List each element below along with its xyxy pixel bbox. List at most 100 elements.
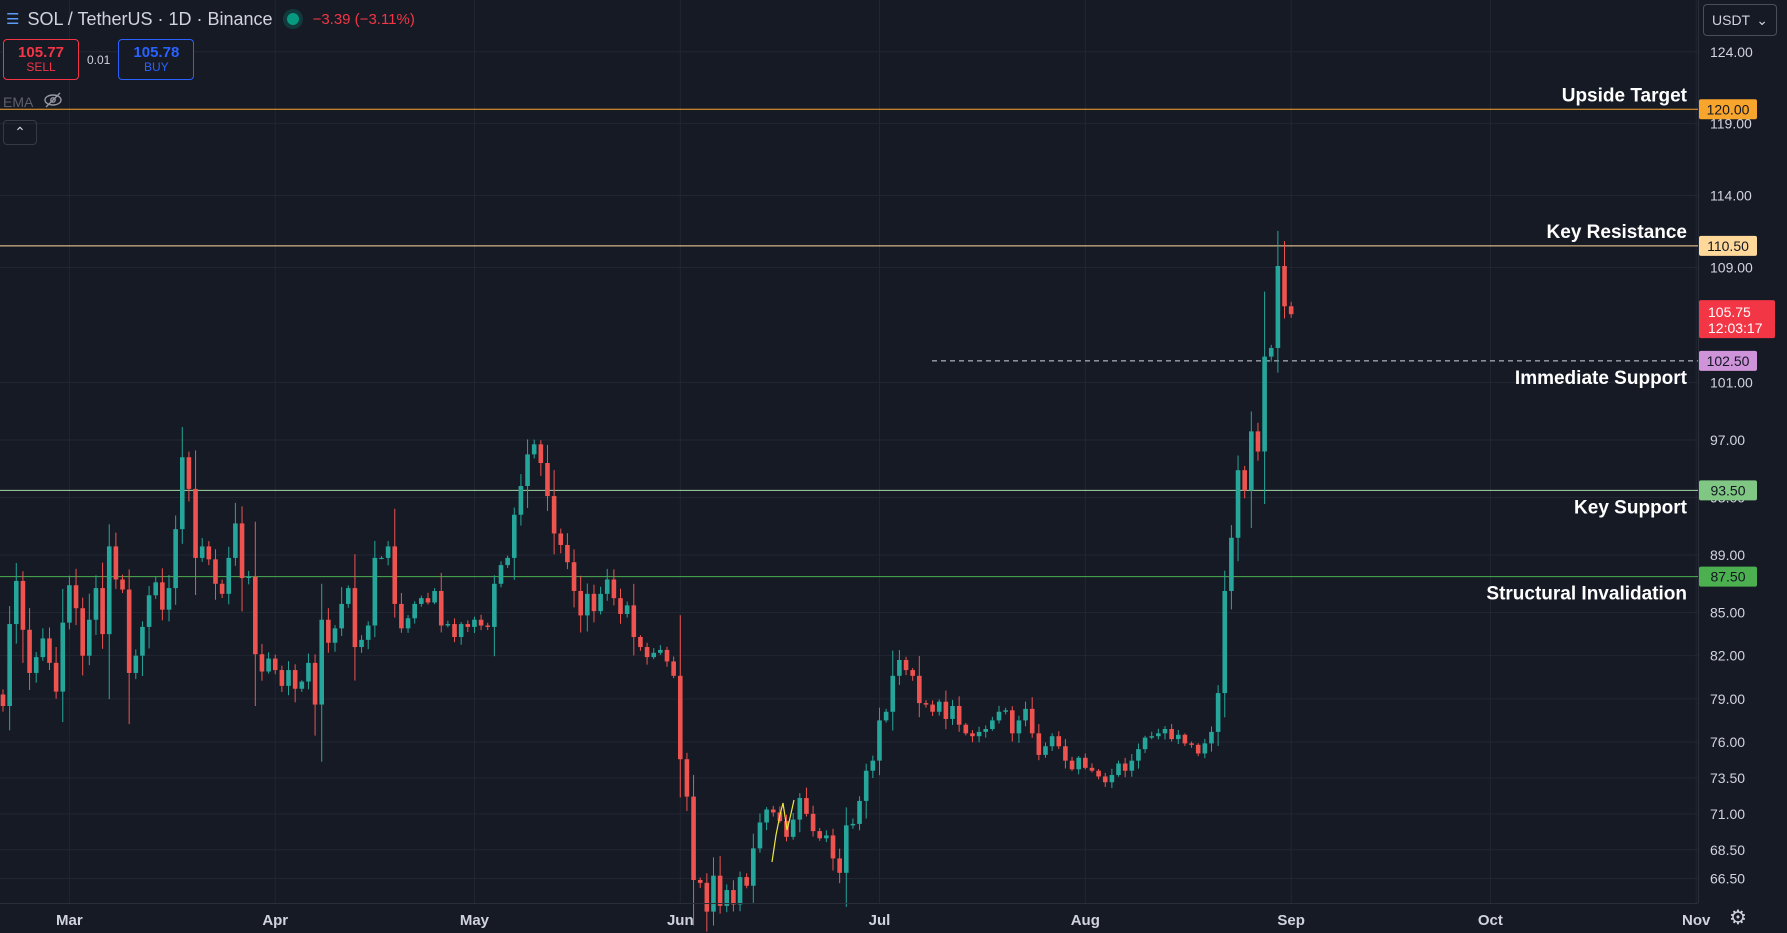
y-tick-label: 97.00 (1710, 432, 1745, 448)
candle-body (638, 636, 643, 648)
candle-body (253, 576, 258, 655)
candle-body (233, 523, 238, 558)
candle-body (492, 583, 497, 627)
level-price-tag (1699, 480, 1757, 501)
candle-body (372, 557, 378, 626)
market-status-icon (286, 13, 299, 25)
level-price-label: 102.50 (1707, 353, 1750, 369)
level-price-label: 87.50 (1710, 569, 1745, 585)
level-price-label: 120.00 (1707, 101, 1750, 117)
eye-off-icon[interactable] (43, 92, 63, 111)
candle-body (100, 588, 105, 635)
y-tick-label: 89.00 (1710, 547, 1745, 563)
candle-body (478, 619, 484, 626)
candle-body (505, 557, 510, 566)
candle-body (731, 890, 736, 905)
candle-body (923, 703, 929, 705)
candle-body (571, 562, 577, 591)
candle-body (1162, 729, 1168, 734)
candle-body (1096, 770, 1101, 777)
candle-body (452, 624, 457, 637)
candle-body (883, 711, 889, 721)
spread-value: 0.01 (87, 52, 111, 67)
candle-body (120, 579, 125, 590)
candle-body (990, 720, 995, 730)
y-tick-label: 124.00 (1710, 44, 1753, 60)
candle-body (1043, 746, 1048, 755)
candle-body (757, 822, 763, 849)
candle-body (392, 546, 398, 604)
sell-button[interactable]: 105.77 SELL (3, 39, 79, 80)
candle-body (153, 582, 159, 596)
candle-body (956, 706, 962, 725)
candle-body (624, 605, 630, 614)
x-tick-label: Jul (869, 912, 891, 929)
candle-body (711, 875, 716, 912)
candle-body (20, 580, 26, 630)
candle-body (1016, 720, 1022, 734)
candle-body (1275, 266, 1281, 348)
candle-body (717, 875, 723, 906)
currency-select[interactable]: USDT ⌄ (1703, 4, 1777, 36)
candle-body (578, 590, 583, 616)
candle-body (412, 603, 417, 619)
price-tags: 120.00 110.50 102.50 93.50 87.50 105.7512:03:… (1699, 99, 1775, 587)
candle-body (751, 848, 756, 886)
candle-body (312, 662, 318, 705)
candle-body (73, 585, 79, 609)
candle-body (843, 825, 849, 873)
candle-body (80, 608, 85, 656)
candle-body (458, 624, 464, 637)
candle-body (651, 652, 657, 658)
candle-body (704, 882, 710, 912)
candle-body (485, 625, 491, 627)
buy-price: 105.78 (133, 43, 180, 61)
candle-body (465, 624, 471, 627)
indicator-label[interactable]: EMA (3, 93, 34, 110)
candle-body (830, 835, 836, 859)
candle-body (810, 813, 816, 832)
candle-body (850, 823, 856, 826)
candle-body (870, 760, 876, 771)
buy-button[interactable]: 105.78 BUY (118, 39, 195, 80)
candle-body (1235, 470, 1241, 538)
candle-body (199, 546, 205, 558)
collapse-legend-button[interactable]: ⌃ (3, 120, 37, 145)
x-tick-label: Aug (1071, 912, 1100, 929)
candle-body (87, 619, 92, 656)
candle-body (1116, 763, 1121, 776)
candle-body (27, 629, 32, 673)
candle-body (1089, 767, 1095, 771)
candle-body (863, 770, 869, 801)
candle-body (405, 618, 411, 629)
hamburger-icon[interactable]: ☰ (6, 11, 20, 28)
level-price-tag (1699, 566, 1757, 587)
candle-body (432, 590, 437, 603)
candle-body (379, 557, 384, 559)
candle-body (963, 724, 969, 734)
candle-body (1149, 736, 1155, 738)
candle-body (1009, 710, 1015, 734)
symbol-title[interactable]: SOL / TetherUS · 1D · Binance (27, 8, 273, 29)
candle-body (345, 588, 351, 604)
price-change: −3.39 (−3.11%) (312, 10, 415, 28)
candle-body (193, 488, 198, 558)
gear-icon[interactable]: ⚙ (1729, 907, 1747, 929)
chart-grid (0, 0, 1698, 903)
y-tick-label: 119.00 (1710, 116, 1752, 132)
level-price-tag (1699, 350, 1757, 371)
candle-body (445, 624, 451, 626)
candle-body (1136, 749, 1141, 761)
candle-body (1056, 736, 1062, 747)
chevron-down-icon: ⌄ (1756, 11, 1768, 28)
candle-body (837, 858, 842, 873)
candle-body (1282, 266, 1287, 307)
candle-body (1202, 743, 1208, 754)
candle-body (824, 835, 829, 839)
candle-body (1242, 470, 1247, 491)
level-label: Upside Target (1562, 85, 1688, 106)
level-price-tag (1699, 99, 1757, 120)
candle-body (206, 546, 212, 560)
